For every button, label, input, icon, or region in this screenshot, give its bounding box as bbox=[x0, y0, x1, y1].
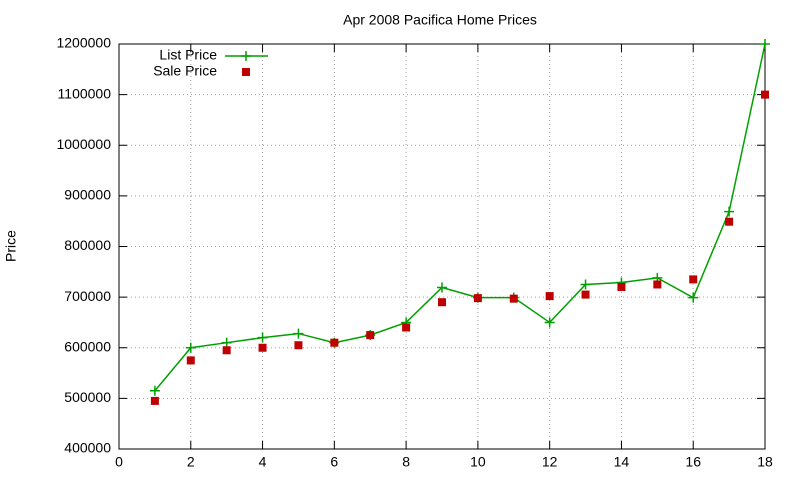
x-tick-label: 6 bbox=[330, 454, 338, 470]
data-point bbox=[185, 342, 196, 353]
data-point bbox=[689, 275, 698, 284]
y-tick-label: 600000 bbox=[64, 338, 111, 354]
y-tick-label: 800000 bbox=[64, 237, 111, 253]
data-point bbox=[258, 343, 267, 352]
x-tick-label: 14 bbox=[614, 454, 630, 470]
data-point bbox=[545, 292, 554, 301]
data-point bbox=[293, 328, 304, 339]
data-point bbox=[149, 385, 160, 396]
x-tick-label: 0 bbox=[115, 454, 123, 470]
legend-label: Sale Price bbox=[153, 63, 217, 79]
data-point bbox=[760, 39, 770, 49]
data-point bbox=[294, 341, 303, 350]
x-tick-label: 12 bbox=[542, 454, 558, 470]
x-tick-label: 18 bbox=[757, 454, 773, 470]
legend-marker bbox=[241, 51, 251, 61]
y-tick-label: 900000 bbox=[64, 187, 111, 203]
y-tick-label: 700000 bbox=[64, 288, 111, 304]
legend-marker bbox=[242, 68, 250, 76]
data-point bbox=[330, 338, 339, 347]
y-tick-label: 400000 bbox=[64, 440, 111, 456]
data-point bbox=[725, 217, 734, 226]
x-tick-label: 4 bbox=[259, 454, 267, 470]
data-point bbox=[402, 323, 411, 332]
data-point bbox=[437, 282, 447, 293]
data-point bbox=[257, 332, 268, 343]
data-point bbox=[544, 317, 555, 328]
x-tick-label: 16 bbox=[685, 454, 701, 470]
data-point bbox=[509, 294, 518, 303]
data-point bbox=[186, 356, 195, 365]
y-tick-label: 1000000 bbox=[56, 136, 111, 152]
plot-border bbox=[118, 43, 766, 450]
data-point bbox=[473, 294, 482, 303]
data-point bbox=[438, 298, 446, 307]
data-point bbox=[761, 90, 769, 99]
data-point bbox=[221, 337, 232, 348]
y-axis-label: Price bbox=[3, 230, 19, 262]
legend-label: List Price bbox=[159, 47, 217, 63]
y-tick-label: 1200000 bbox=[56, 35, 111, 51]
y-tick-label: 500000 bbox=[64, 389, 111, 405]
data-point bbox=[150, 396, 159, 405]
chart-title: Apr 2008 Pacifica Home Prices bbox=[343, 12, 537, 28]
x-tick-label: 10 bbox=[470, 454, 486, 470]
data-point bbox=[366, 331, 375, 340]
data-point bbox=[222, 346, 231, 355]
data-point bbox=[688, 292, 699, 303]
data-point bbox=[581, 290, 590, 299]
x-tick-label: 8 bbox=[402, 454, 410, 470]
data-point bbox=[653, 280, 662, 289]
data-point bbox=[724, 206, 735, 217]
series-line bbox=[154, 43, 766, 392]
x-tick-label: 2 bbox=[187, 454, 195, 470]
data-point bbox=[617, 283, 626, 291]
data-point bbox=[580, 279, 591, 290]
y-tick-label: 1100000 bbox=[58, 85, 112, 101]
